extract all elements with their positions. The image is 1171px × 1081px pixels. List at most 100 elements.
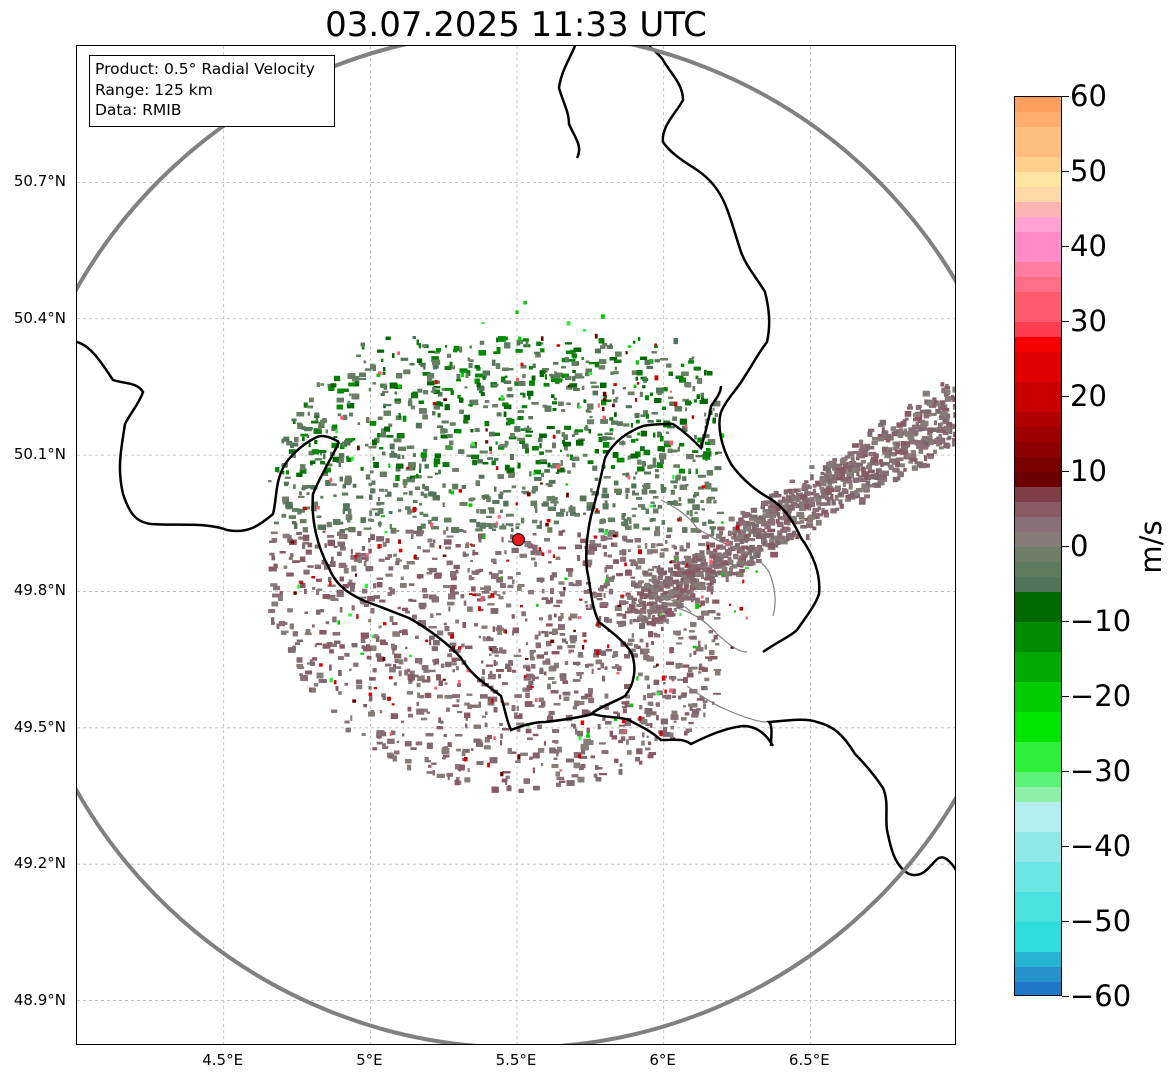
latitude-tick-label: 50.1°N (13, 445, 66, 464)
country-borders (77, 46, 955, 877)
colorbar-tick-label: −20 (1070, 679, 1132, 713)
latitude-tick-label: 49.5°N (13, 717, 66, 736)
colorbar-tick-label: 10 (1070, 454, 1107, 488)
colorbar-segment (1015, 292, 1061, 322)
colorbar-segment (1015, 787, 1061, 802)
border-netherlands (557, 46, 581, 159)
colorbar-segment (1015, 382, 1061, 412)
colorbar-segment (1015, 217, 1061, 232)
colorbar-segment (1015, 337, 1061, 352)
velocity-echoes (268, 300, 955, 793)
colorbar-segment (1015, 97, 1061, 112)
map-title: 03.07.2025 11:33 UTC (325, 5, 707, 45)
colorbar-segment (1015, 127, 1061, 157)
longitude-tick-label: 5.5°E (495, 1051, 537, 1069)
latitude-tick-label: 50.4°N (13, 308, 66, 327)
colorbar-tick-label: −50 (1070, 904, 1132, 938)
colorbar-tick-mark (1062, 96, 1069, 97)
colorbar-tick-label: −30 (1070, 754, 1132, 788)
colorbar-tick-mark (1062, 246, 1069, 247)
colorbar-segment (1015, 457, 1061, 472)
colorbar-segment (1015, 412, 1061, 427)
colorbar-segment (1015, 157, 1061, 172)
colorbar-tick-mark (1062, 171, 1069, 172)
border-luxembourg-germany (584, 385, 723, 715)
colorbar-segment (1015, 862, 1061, 892)
colorbar-tick-label: 60 (1070, 79, 1107, 113)
colorbar-segment (1015, 682, 1061, 712)
colorbar-segment (1015, 427, 1061, 442)
colorbar-segment (1015, 622, 1061, 652)
radar-map[interactable] (76, 45, 956, 1045)
colorbar-tick-mark (1062, 771, 1069, 772)
latitude-tick-label: 50.7°N (13, 172, 66, 191)
colorbar-segment (1015, 187, 1061, 202)
colorbar-tick-mark (1062, 546, 1069, 547)
colorbar-segment (1015, 262, 1061, 277)
border-belgium-netherlands-germany (648, 46, 771, 413)
colorbar-segment (1015, 562, 1061, 577)
info-product: Product: 0.5° Radial Velocity (95, 60, 315, 78)
colorbar-segment (1015, 502, 1061, 517)
border-germany-eastern (718, 411, 821, 654)
colorbar-tick-mark (1062, 921, 1069, 922)
admin-borders (650, 499, 776, 723)
radar-site-marker[interactable] (511, 533, 525, 547)
colorbar-segment (1015, 232, 1061, 262)
colorbar-tick-mark (1062, 621, 1069, 622)
colorbar-segment (1015, 472, 1061, 487)
longitude-tick-label: 6°E (649, 1051, 676, 1069)
border-germany-france (766, 718, 955, 877)
colorbar-segment (1015, 892, 1061, 922)
colorbar-segment (1015, 967, 1061, 982)
colorbar-segment (1015, 112, 1061, 127)
colorbar-segment (1015, 517, 1061, 532)
colorbar-segment (1015, 202, 1061, 217)
latitude-tick-label: 49.2°N (13, 854, 66, 873)
radar-map-canvas (77, 46, 955, 1044)
colorbar-tick-mark (1062, 696, 1069, 697)
colorbar-tick-mark (1062, 396, 1069, 397)
gridlines (77, 46, 955, 1044)
longitude-tick-label: 6.5°E (788, 1051, 830, 1069)
colorbar-tick-label: 50 (1070, 154, 1107, 188)
colorbar-segment (1015, 277, 1061, 292)
info-range: Range: 125 km (95, 80, 213, 99)
colorbar-segment (1015, 352, 1061, 382)
colorbar-tick-mark (1062, 846, 1069, 847)
colorbar-unit: m/s (1134, 520, 1168, 574)
velocity-colorbar (1014, 96, 1062, 996)
colorbar-tick-mark (1062, 321, 1069, 322)
colorbar-segment (1015, 442, 1061, 457)
border-belgium-france (77, 340, 340, 533)
colorbar-segment (1015, 547, 1061, 562)
colorbar-segment (1015, 652, 1061, 682)
colorbar-segment (1015, 487, 1061, 502)
colorbar-tick-label: 0 (1070, 529, 1089, 563)
colorbar-segment (1015, 532, 1061, 547)
product-info-box: Product: 0.5° Radial Velocity Range: 125… (89, 55, 335, 127)
colorbar-tick-label: −60 (1070, 979, 1132, 1013)
latitude-tick-label: 49.8°N (13, 581, 66, 600)
colorbar-segment (1015, 922, 1061, 952)
latitude-tick-label: 48.9°N (13, 990, 66, 1009)
colorbar-segment (1015, 802, 1061, 832)
colorbar-segment (1015, 712, 1061, 742)
info-data-source: Data: RMIB (95, 101, 182, 119)
colorbar-tick-mark (1062, 471, 1069, 472)
colorbar-tick-mark (1062, 996, 1069, 997)
longitude-tick-label: 4.5°E (202, 1051, 244, 1069)
colorbar-segment (1015, 322, 1061, 337)
colorbar-segment (1015, 982, 1061, 995)
colorbar-segment (1015, 592, 1061, 622)
colorbar-segment (1015, 742, 1061, 772)
colorbar-tick-label: 40 (1070, 229, 1107, 263)
colorbar-tick-label: 30 (1070, 304, 1107, 338)
colorbar-segment (1015, 952, 1061, 967)
border-belgium-luxembourg-france (311, 441, 775, 747)
colorbar-tick-label: −10 (1070, 604, 1132, 638)
colorbar-segment (1015, 172, 1061, 187)
colorbar-tick-label: −40 (1070, 829, 1132, 863)
colorbar-segment (1015, 577, 1061, 592)
colorbar-segment (1015, 832, 1061, 862)
